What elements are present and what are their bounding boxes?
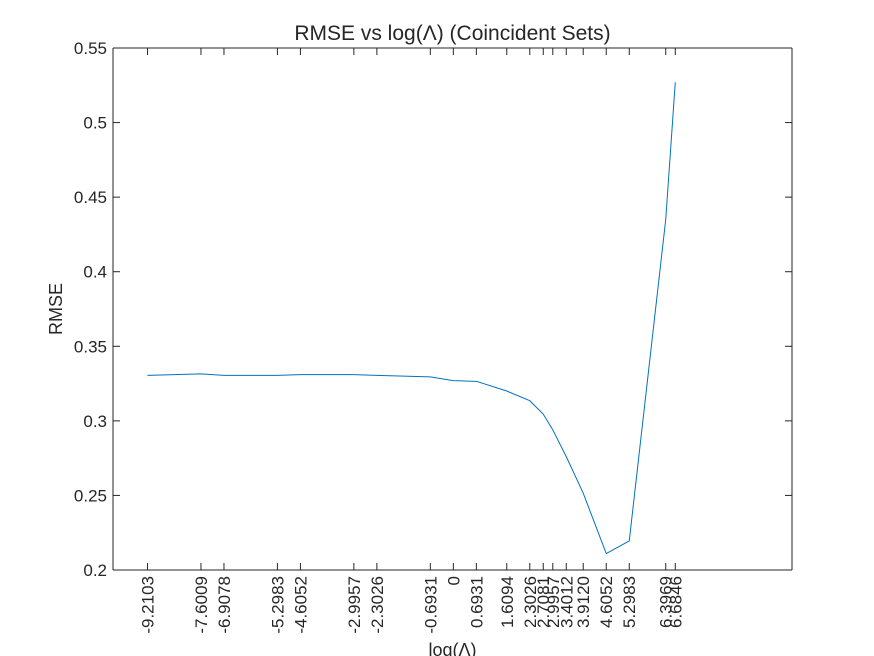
x-tick-label: 4.6052	[597, 576, 616, 628]
x-tick-label: 2.3026	[521, 576, 540, 628]
x-tick-label: 2.7081	[534, 576, 553, 628]
x-tick-label: -5.2983	[268, 576, 287, 634]
x-tick-label: 6.3969	[657, 576, 676, 628]
y-tick-label: 0.25	[74, 486, 107, 505]
series-line-1	[147, 82, 676, 555]
axes-frame	[112, 47, 793, 571]
x-tick-label: 0.6931	[467, 576, 486, 628]
y-tick-label: 0.2	[83, 561, 107, 580]
x-tick-label: 3.9120	[574, 576, 593, 628]
y-axis: 0.2 0.25 0.3 0.35 0.4 0.45 0.5 0.55	[74, 39, 792, 580]
x-tick-label: -9.2103	[139, 576, 158, 634]
y-tick-label: 0.35	[74, 337, 107, 356]
series-layer	[147, 82, 676, 555]
x-tick-label: -2.3026	[368, 576, 387, 634]
x-tick-label: 1.6094	[498, 576, 517, 628]
y-tick-label: 0.45	[74, 188, 107, 207]
plot-area	[113, 48, 792, 570]
x-tick-label: -2.9957	[345, 576, 364, 634]
x-tick-label: -7.6009	[192, 576, 211, 634]
x-tick-label: -4.6052	[291, 576, 310, 634]
x-tick-label: 6.6846	[666, 576, 685, 628]
y-tick-label: 0.3	[83, 412, 107, 431]
y-tick-label: 0.5	[83, 114, 107, 133]
y-axis-label: RMSE	[46, 283, 66, 335]
x-tick-label: -0.6931	[421, 576, 440, 634]
x-tick-label: 5.2983	[620, 576, 639, 628]
x-tick-label: -6.9078	[215, 576, 234, 634]
x-tick-label: 0	[444, 576, 463, 585]
x-axis: -9.2103 -7.6009 -6.9078 -5.2983 -4.6052 -2.99…	[139, 48, 685, 634]
x-tick-label: 2.9957	[544, 576, 563, 628]
x-tick-label: 3.4012	[557, 576, 576, 628]
y-tick-label: 0.55	[74, 39, 107, 58]
chart-title: RMSE vs log(Λ) (Coincident Sets)	[294, 22, 610, 45]
y-tick-label: 0.4	[83, 263, 107, 282]
x-axis-label: log(Λ)	[428, 640, 476, 656]
